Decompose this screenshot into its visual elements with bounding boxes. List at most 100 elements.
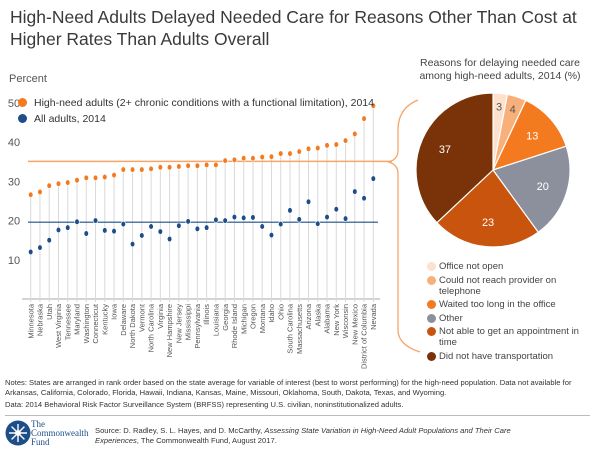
high-need-point	[222, 157, 228, 164]
pie-legend-marker	[427, 275, 436, 285]
high-need-point	[241, 155, 247, 162]
logo-text: The Commonwealth Fund	[31, 420, 89, 447]
high-need-point	[167, 164, 173, 171]
high-need-point	[129, 166, 136, 173]
pie-legend-label: Did not have transportation	[439, 350, 554, 362]
high-need-point	[250, 155, 256, 162]
high-need-point	[231, 156, 238, 163]
all-adults-point	[204, 224, 210, 231]
x-tick-label: Kentucky	[100, 304, 109, 335]
high-need-point	[111, 172, 117, 179]
all-adults-point	[296, 216, 302, 223]
source-title: Assessing State Variation in High-Need A…	[95, 426, 511, 445]
x-tick-label: New Hampshire	[165, 304, 174, 357]
pie-slice	[492, 145, 571, 234]
pie-legend-item: Could not reach provider on telephone	[427, 275, 597, 297]
legend-marker-high-need	[18, 98, 27, 107]
y-axis-label: Percent	[9, 73, 47, 85]
all-adults-point	[74, 218, 80, 225]
x-tick-label: Delaware	[119, 304, 128, 336]
x-tick-label: Utah	[45, 304, 54, 320]
pie-legend-label: Not able to get an appointment in time	[439, 326, 579, 348]
pie-legend-marker	[427, 262, 436, 271]
x-tick-label: Georgia	[221, 303, 230, 331]
x-tick-label: North Dakota	[128, 303, 137, 348]
high-need-point	[194, 162, 200, 169]
pie-title: Reasons for delaying needed care among h…	[419, 57, 581, 82]
y-tick-label: 10	[8, 255, 20, 267]
pie-data-label: 20	[537, 181, 549, 193]
x-tick-label: South Carolina	[286, 303, 295, 353]
pie-legend-label: Office not open	[439, 261, 504, 272]
x-tick-label: District of Columbia	[360, 303, 369, 369]
all-adults-point	[361, 195, 367, 202]
logo-line-3: Fund	[31, 437, 50, 447]
pie-data-label: 23	[482, 217, 494, 229]
all-adults-point	[324, 213, 330, 221]
x-tick-label: Vermont	[137, 303, 146, 332]
all-adults-point	[176, 222, 182, 229]
pie-slice	[415, 92, 494, 224]
pie-slice	[491, 99, 567, 171]
pie-slice	[436, 169, 540, 248]
x-tick-label: Rhode Island	[230, 304, 239, 348]
x-tick-label: Montana	[258, 303, 267, 333]
notes-text: Notes: States are arranged in rank order…	[5, 378, 572, 397]
high-need-point	[259, 153, 265, 161]
high-need-point	[139, 166, 145, 173]
pie-legend-marker	[427, 351, 436, 361]
high-need-point	[268, 153, 275, 160]
high-need-point	[55, 180, 62, 187]
high-need-point	[176, 163, 182, 170]
high-need-point	[370, 102, 376, 109]
divider	[5, 415, 590, 416]
all-adults-point	[222, 217, 228, 224]
high-need-point	[204, 161, 210, 169]
pie-legend-marker	[427, 313, 436, 323]
legend-label-high-need: High-need adults (2+ chronic conditions …	[34, 97, 374, 109]
x-tick-label: Louisiana	[212, 303, 221, 336]
all-adults-point	[370, 175, 376, 182]
y-tick-label: 20	[8, 216, 20, 228]
all-adults-point	[259, 223, 265, 230]
commonwealth-fund-logo-icon	[5, 420, 31, 446]
x-tick-label: West Virginia	[54, 303, 63, 348]
all-adults-point	[167, 235, 173, 243]
high-need-point	[296, 148, 302, 155]
source-prefix: Source: D. Radley, S. L. Hayes, and D. M…	[95, 426, 265, 435]
high-need-point	[287, 150, 293, 157]
x-tick-label: Arizona	[304, 303, 313, 329]
all-adults-point	[148, 223, 154, 230]
legend-label-all-adults: All adults, 2014	[34, 113, 106, 125]
all-adults-point	[278, 221, 284, 228]
high-need-point	[65, 179, 71, 186]
all-adults-point	[352, 188, 358, 195]
pie-data-label: 37	[439, 144, 451, 156]
pie-legend: Office not open Could not reach provider …	[427, 261, 597, 362]
x-tick-label: Ohio	[276, 304, 285, 320]
high-need-point	[120, 166, 126, 173]
pie-data-label: 4	[510, 104, 516, 116]
x-tick-label: New Jersey	[174, 304, 183, 343]
pie-legend-item: Other	[427, 313, 597, 324]
x-tick-label: Tennessee	[63, 304, 72, 340]
all-adults-point	[250, 214, 256, 221]
logo-line-1: The	[31, 419, 45, 429]
page-title: High-Need Adults Delayed Needed Care for…	[10, 7, 577, 49]
pie-data-label: 3	[496, 101, 502, 113]
high-need-point	[333, 141, 339, 148]
pie-legend-item: Office not open	[427, 261, 597, 272]
all-adults-point	[287, 207, 293, 214]
all-adults-point	[342, 215, 349, 222]
all-adults-point	[268, 232, 275, 239]
x-tick-label: Oregon	[249, 304, 258, 329]
high-need-point	[361, 115, 367, 122]
high-need-point	[185, 162, 191, 169]
all-adults-point	[213, 216, 219, 223]
x-tick-label: Alaska	[313, 303, 322, 326]
x-tick-label: Maryland	[73, 304, 82, 335]
x-tick-label: New York	[332, 304, 341, 336]
y-tick-label: 40	[8, 137, 20, 149]
